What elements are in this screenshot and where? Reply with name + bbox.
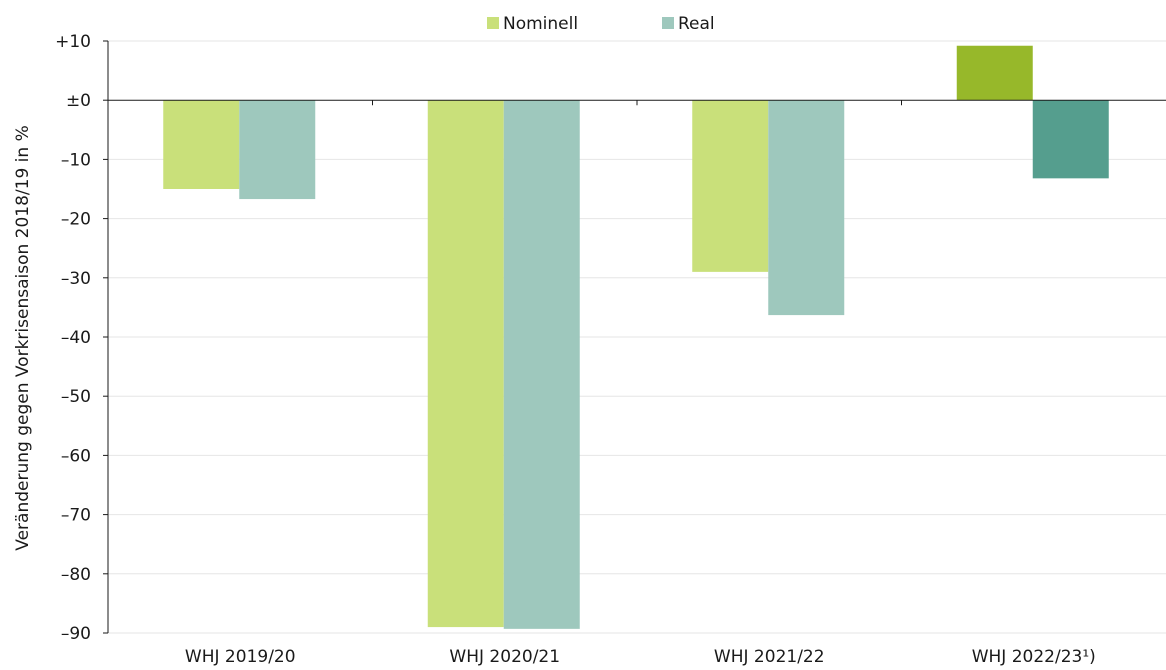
y-tick-label: –60: [61, 446, 91, 466]
x-tick-label: WHJ 2022/23¹): [972, 647, 1096, 667]
y-tick-label: –90: [61, 624, 91, 644]
bars: [163, 45, 1109, 629]
y-tick-label: –20: [61, 210, 91, 230]
y-tick-labels: +10 ±0 –10 –20 –30 –40 –50 –60 –70 –80 –90: [55, 32, 91, 644]
legend-swatch-nominell: [487, 17, 499, 29]
bar-real-2: [503, 100, 580, 629]
x-tick-label: WHJ 2020/21: [449, 647, 560, 667]
bar-real-1: [239, 100, 316, 200]
x-tick-labels: WHJ 2019/20 WHJ 2020/21 WHJ 2021/22 WHJ 202…: [185, 647, 1096, 667]
y-tick-label: –30: [61, 269, 91, 289]
bar-nominell-1: [163, 100, 240, 189]
y-axis-label: Veränderung gegen Vorkrisensaison 2018/1…: [13, 125, 33, 550]
y-tick-label: –10: [61, 150, 91, 170]
y-tick-label: –40: [61, 328, 91, 348]
bar-real-4: [1032, 100, 1109, 179]
y-tick-label: –70: [61, 506, 91, 526]
legend-label-nominell: Nominell: [503, 14, 578, 34]
y-tick-label: –80: [61, 565, 91, 585]
legend-swatch-real: [662, 17, 674, 29]
bar-real-3: [768, 100, 845, 316]
y-tick-label: –50: [61, 387, 91, 407]
x-tick-label: WHJ 2019/20: [185, 647, 296, 667]
legend: Nominell Real: [487, 14, 715, 34]
legend-label-real: Real: [678, 14, 715, 34]
axes: [103, 40, 1166, 634]
bar-nominell-2: [427, 100, 504, 628]
y-tick-label: +10: [55, 32, 91, 52]
bar-nominell-3: [692, 100, 769, 272]
bar-nominell-4: [956, 45, 1033, 101]
x-tick-label: WHJ 2021/22: [714, 647, 825, 667]
y-tick-label: ±0: [66, 91, 91, 111]
